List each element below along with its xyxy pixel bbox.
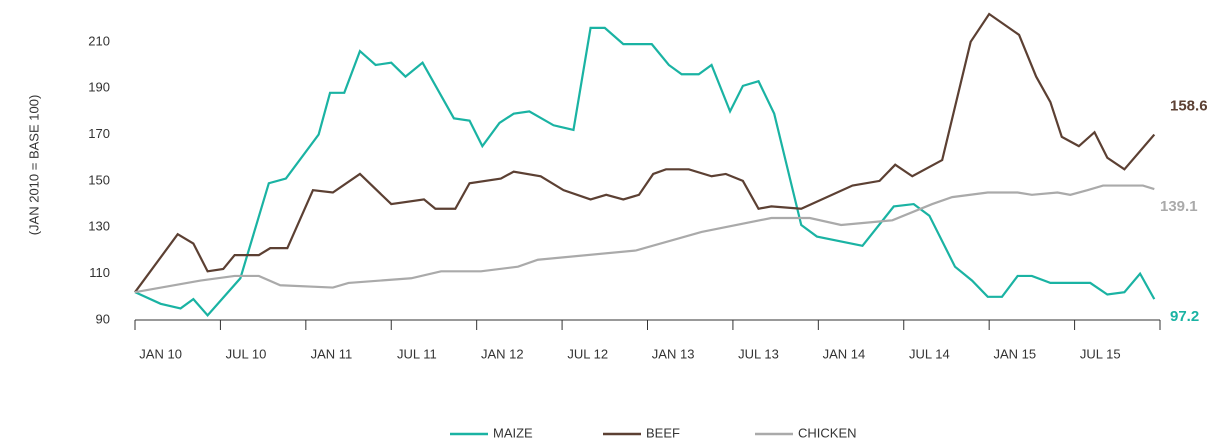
x-tick-label: JAN 15: [993, 346, 1036, 361]
y-tick-label: 170: [88, 126, 110, 141]
y-tick-label: 90: [96, 311, 110, 326]
x-tick-label: JAN 11: [311, 346, 353, 361]
x-tick-label: JUL 11: [397, 346, 437, 361]
y-tick-label: 190: [88, 80, 110, 95]
series-line: [134, 184, 1155, 294]
series-line: [134, 12, 1156, 293]
x-tick-label: JAN 10: [139, 346, 182, 361]
y-tick-label: 110: [89, 265, 110, 280]
legend-label: BEEF: [646, 425, 680, 440]
x-tick-label: JUL 13: [738, 346, 779, 361]
x-tick-label: JUL 10: [226, 346, 267, 361]
y-axis-label: (JAN 2010 = BASE 100): [26, 95, 41, 236]
legend-label: CHICKEN: [798, 425, 857, 440]
x-tick-label: JAN 12: [481, 346, 524, 361]
x-tick-label: JUL 14: [909, 346, 950, 361]
y-tick-label: 130: [88, 219, 110, 234]
x-tick-label: JUL 15: [1080, 346, 1121, 361]
end-label: 139.1: [1160, 198, 1198, 215]
end-label: 158.6: [1170, 98, 1208, 115]
x-tick-label: JAN 13: [652, 346, 695, 361]
end-label: 97.2: [1170, 308, 1199, 325]
legend-label: MAIZE: [493, 425, 533, 440]
x-tick-label: JUL 12: [567, 346, 608, 361]
series-line: [134, 26, 1156, 318]
y-tick-label: 150: [88, 172, 110, 187]
x-tick-label: JAN 14: [823, 346, 866, 361]
y-tick-label: 210: [88, 33, 110, 48]
